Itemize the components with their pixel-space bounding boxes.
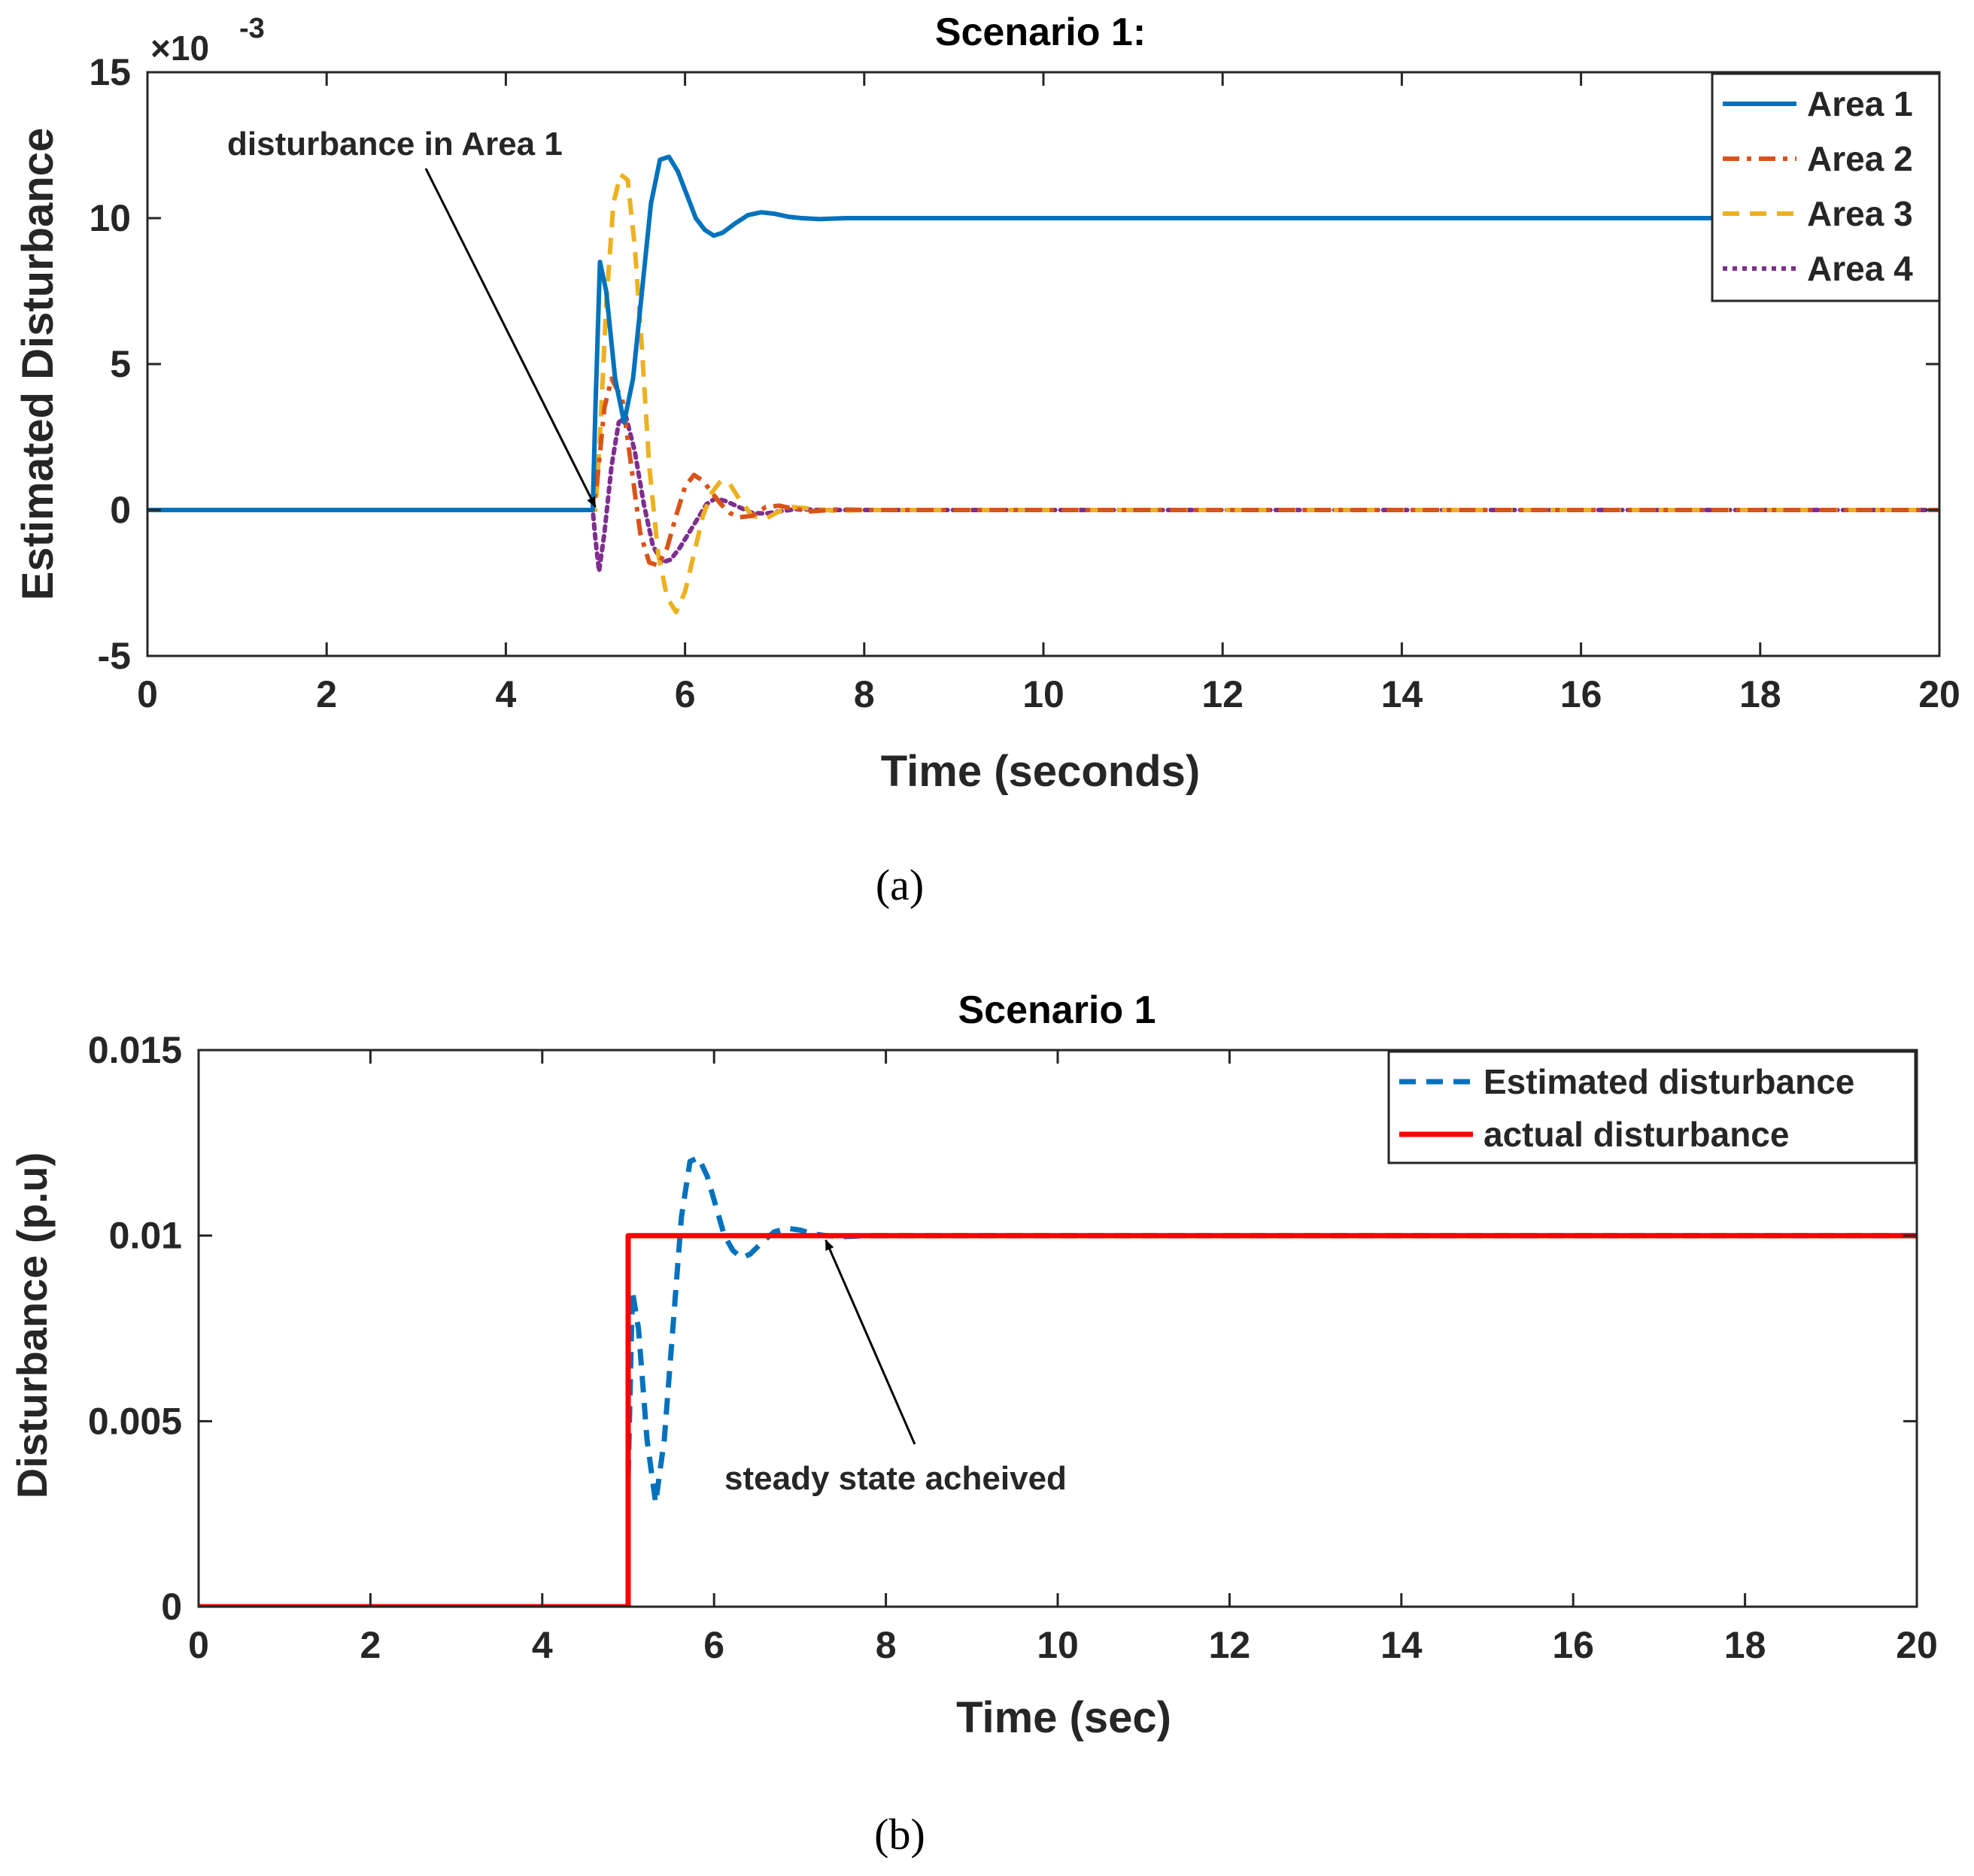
panel-b-y-tick-label: 0.015: [88, 1029, 182, 1071]
panel-a-y-axis-label: Estimated Disturbance: [14, 128, 62, 601]
panel-b-y-tick-label: 0.01: [109, 1215, 182, 1257]
panel-a-legend-label: Area 1: [1807, 84, 1913, 123]
panel-a-series-area-1: [147, 154, 1939, 512]
panel-b-x-tick-label: 0: [188, 1624, 209, 1666]
panel-a-x-tick-label: 18: [1739, 673, 1781, 715]
panel-a-x-tick-label: 14: [1381, 673, 1423, 715]
panel-a-x-tick-label: 6: [675, 673, 696, 715]
panel-b-x-tick-label: 2: [360, 1624, 381, 1666]
panel-a-title: Scenario 1:: [935, 11, 1146, 54]
panel-b-legend-label: actual disturbance: [1484, 1115, 1789, 1154]
panel-a-x-tick-label: 4: [495, 673, 516, 715]
panel-a-exponent-power: -3: [239, 13, 265, 44]
panel-a-annotation-arrow: [424, 168, 597, 508]
panel-a-y-tick-label: 5: [110, 343, 131, 385]
panel-a-annotation: disturbance in Area 1: [227, 126, 597, 508]
panel-b-title: Scenario 1: [958, 988, 1156, 1032]
caption-a: (a): [876, 861, 924, 909]
panel-a-y-tick-label: 15: [89, 51, 131, 93]
caption-b: (b): [874, 1810, 925, 1859]
panel-a-x-tick-label: 0: [137, 673, 158, 715]
panel-b-y-tick-label: 0.005: [88, 1400, 182, 1442]
panel-b-x-tick-label: 16: [1552, 1624, 1594, 1666]
panel-a-x-tick-label: 20: [1918, 673, 1960, 715]
panel-b-x-tick-label: 10: [1037, 1624, 1079, 1666]
panel-b-chart: 0 2 4 6 8 10 12 14 16 18 20 0 0.005 0.01 0.015 Scenar…: [8, 988, 1938, 1742]
panel-b-x-tick-label: 8: [876, 1624, 897, 1666]
panel-b-annotation: steady state acheived: [724, 1239, 1067, 1497]
panel-a-legend-label: Area 4: [1807, 249, 1913, 288]
panel-b-x-tick-label: 12: [1209, 1624, 1251, 1666]
panel-b-legend-box: [1387, 1050, 1917, 1164]
panel-b-x-tick-label: 20: [1896, 1624, 1938, 1666]
panel-a-exponent-label: ×10 -3: [150, 13, 265, 68]
panel-b-annotation-arrow: [825, 1239, 916, 1445]
panel-a-x-tick-label: 8: [854, 673, 875, 715]
panel-b-x-tick-label: 4: [532, 1624, 553, 1666]
panel-a-legend: Area 1 Area 2 Area 3 Area 4: [1711, 72, 1941, 302]
panel-a-series-area-3: [147, 172, 1939, 615]
panel-b-annotation-text: steady state acheived: [724, 1460, 1067, 1497]
panel-b-legend-label: Estimated disturbance: [1484, 1062, 1854, 1101]
panel-b-x-tick-label: 18: [1724, 1624, 1766, 1666]
panel-a-exponent-base: ×10: [150, 29, 209, 68]
panel-a-y-tick-label: 10: [89, 197, 131, 239]
panel-a-legend-box: [1711, 72, 1941, 302]
panel-a-y-tick-label: -5: [98, 635, 131, 677]
panel-a-plot-area: [147, 72, 1939, 656]
panel-a-legend-label: Area 2: [1807, 139, 1913, 178]
panel-a-x-tick-label: 10: [1022, 673, 1064, 715]
panel-a-annotation-text: disturbance in Area 1: [227, 126, 563, 162]
panel-b-x-tick-label: 6: [703, 1624, 724, 1666]
panel-b-x-axis-label: Time (sec): [956, 1693, 1171, 1742]
panel-b-y-tick-label: 0: [161, 1586, 182, 1628]
panel-a-legend-label: Area 3: [1807, 194, 1913, 233]
panel-b-legend: Estimated disturbance actual disturbance: [1387, 1050, 1917, 1164]
panel-b-x-tick-label: 14: [1380, 1624, 1423, 1666]
panel-a-y-tick-label: 0: [110, 489, 131, 531]
panel-b-y-axis-label: Disturbance (p.u): [8, 1152, 56, 1498]
panel-a-x-tick-label: 12: [1201, 673, 1244, 715]
panel-b-series-actual-disturbance: [199, 1233, 1917, 1607]
panel-a-series-area-4: [147, 414, 1939, 574]
panel-a-x-tick-label: 2: [316, 673, 337, 715]
panel-a-x-tick-label: 16: [1560, 673, 1602, 715]
panel-a-x-axis-label: Time (seconds): [881, 747, 1200, 796]
